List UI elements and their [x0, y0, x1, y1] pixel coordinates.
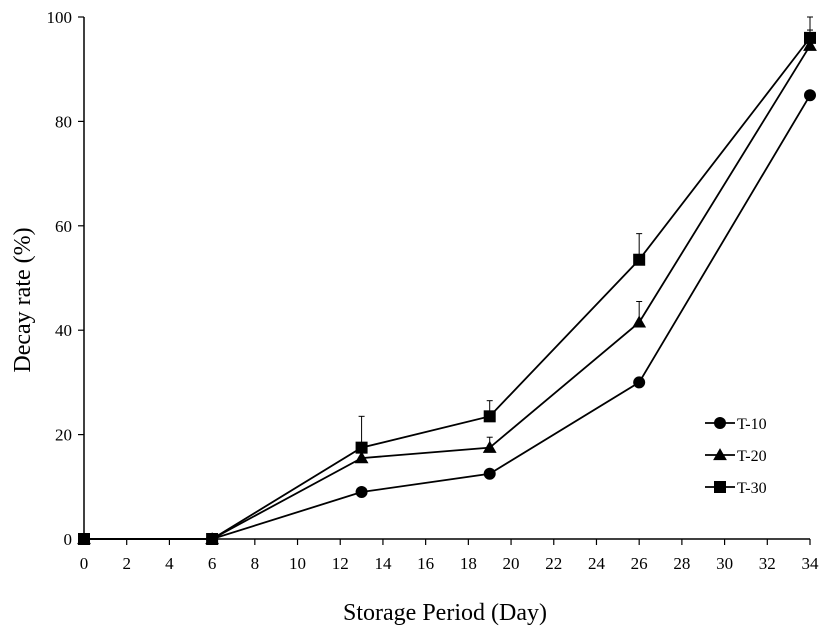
data-point	[804, 89, 816, 102]
x-tick-label: 28	[673, 554, 690, 573]
series-line	[84, 94, 811, 540]
x-tick-label: 26	[631, 554, 648, 573]
y-tick-label: 0	[64, 530, 73, 549]
series-t-30	[78, 16, 816, 545]
data-point	[803, 38, 817, 51]
x-tick-label: 32	[759, 554, 776, 573]
x-tick-label: 4	[165, 554, 174, 573]
x-tick-label: 18	[460, 554, 477, 573]
y-tick-label: 80	[55, 112, 72, 131]
y-tick-label: 60	[55, 217, 72, 236]
legend-label: T-30	[737, 480, 767, 497]
x-tick-label: 8	[251, 554, 260, 573]
x-tick-label: 34	[802, 554, 820, 573]
x-tick-label: 30	[716, 554, 733, 573]
data-point	[355, 441, 368, 454]
y-tick-label: 20	[55, 426, 72, 445]
series-t-10	[78, 89, 816, 545]
legend-marker	[714, 481, 726, 493]
legend-item-t-10: T-10	[705, 416, 767, 433]
legend-marker	[713, 448, 727, 461]
legend-item-t-20: T-20	[705, 448, 767, 465]
axes: 0 2 4 6 8 10 12 14 16 18 20 22 24 26 28 30 32 34020406080…	[47, 8, 820, 573]
series-line	[84, 37, 811, 540]
legend-label: T-10	[737, 416, 767, 433]
data-point	[632, 315, 647, 328]
data-point	[804, 31, 816, 44]
data-point	[483, 467, 496, 480]
data-point	[483, 410, 496, 423]
x-tick-label: 0	[80, 554, 89, 573]
series-layer	[77, 16, 817, 545]
data-point	[633, 376, 646, 389]
x-tick-label: 6	[208, 554, 217, 573]
y-tick-label: 100	[47, 8, 73, 27]
series-line	[84, 45, 811, 540]
legend-item-t-30: T-30	[705, 480, 767, 497]
legend-marker	[714, 417, 726, 429]
x-tick-label: 12	[332, 554, 349, 573]
series-t-20	[77, 29, 817, 545]
y-tick-label: 40	[55, 321, 72, 340]
x-tick-label: 24	[588, 554, 606, 573]
legend: T-10 T-20 T-30	[705, 416, 767, 497]
x-tick-label: 2	[122, 554, 131, 573]
data-point	[354, 451, 369, 464]
x-tick-label: 14	[374, 554, 392, 573]
data-point	[633, 253, 646, 266]
y-axis-title: Decay rate (%)	[10, 227, 36, 372]
x-axis-title: Storage Period (Day)	[343, 600, 547, 626]
data-point	[482, 440, 497, 453]
x-tick-label: 10	[289, 554, 306, 573]
data-point	[206, 533, 219, 545]
x-tick-label: 20	[503, 554, 520, 573]
data-point	[78, 533, 90, 545]
x-tick-label: 16	[417, 554, 434, 573]
x-tick-label: 22	[545, 554, 562, 573]
data-point	[355, 486, 368, 499]
legend-label: T-20	[737, 448, 767, 465]
